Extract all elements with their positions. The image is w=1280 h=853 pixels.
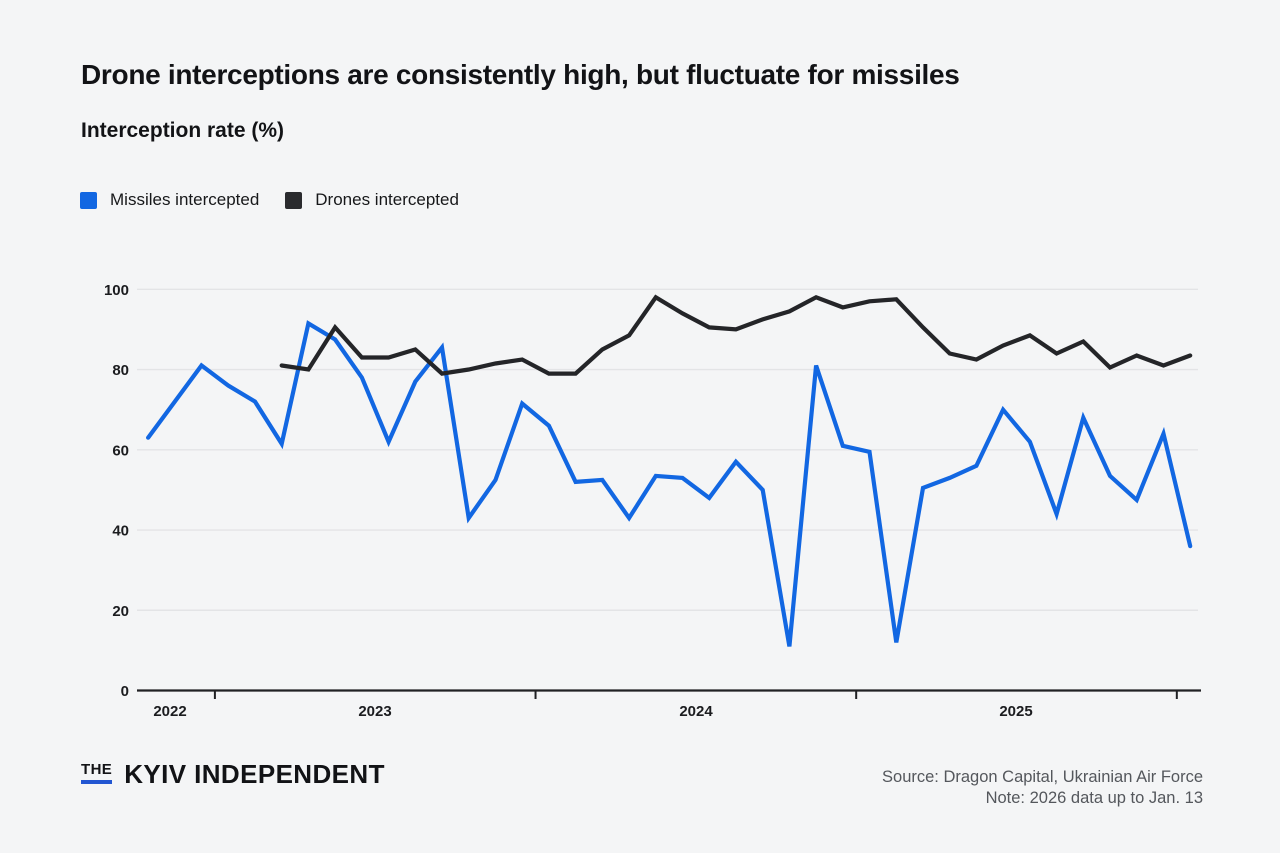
- legend-item-missiles: Missiles intercepted: [80, 190, 259, 210]
- y-axis-label: 60: [112, 442, 129, 459]
- logo-name: KYIV INDEPENDENT: [124, 759, 385, 789]
- drones-legend-swatch-icon: [285, 191, 303, 209]
- drones-line: [279, 294, 1193, 376]
- x-axis-year-label: 2022: [153, 703, 186, 720]
- x-axis-year-label: 2024: [679, 703, 713, 720]
- y-axis-label: 20: [112, 603, 129, 620]
- legend-label-drones: Drones intercepted: [315, 190, 459, 209]
- x-axis-year-label: 2023: [358, 703, 391, 720]
- logo-the: THE: [81, 761, 113, 785]
- y-axis-label: 40: [112, 523, 129, 540]
- page-title: Drone interceptions are consistently hig…: [81, 59, 960, 90]
- legend-item-drones: Drones intercepted: [285, 190, 459, 210]
- source-line: Source: Dragon Capital, Ukrainian Air Fo…: [882, 768, 1203, 786]
- y-axis-label: 80: [112, 362, 129, 379]
- y-axis-label: 0: [121, 683, 129, 700]
- missiles-legend-swatch-icon: [80, 191, 97, 209]
- legend-label-missiles: Missiles intercepted: [110, 190, 260, 209]
- x-axis-year-label: 2025: [999, 703, 1032, 720]
- chart-legend: Missiles intercepted Drones intercepted: [80, 190, 459, 210]
- kyiv-independent-logo: THE KYIV INDEPENDENT: [81, 759, 385, 789]
- source-note: Source: Dragon Capital, Ukrainian Air Fo…: [882, 767, 1203, 809]
- y-axis-label: 100: [104, 282, 129, 299]
- missiles-line: [146, 320, 1193, 647]
- chart-subtitle: Interception rate (%): [81, 119, 285, 142]
- note-line: Note: 2026 data up to Jan. 13: [985, 789, 1203, 808]
